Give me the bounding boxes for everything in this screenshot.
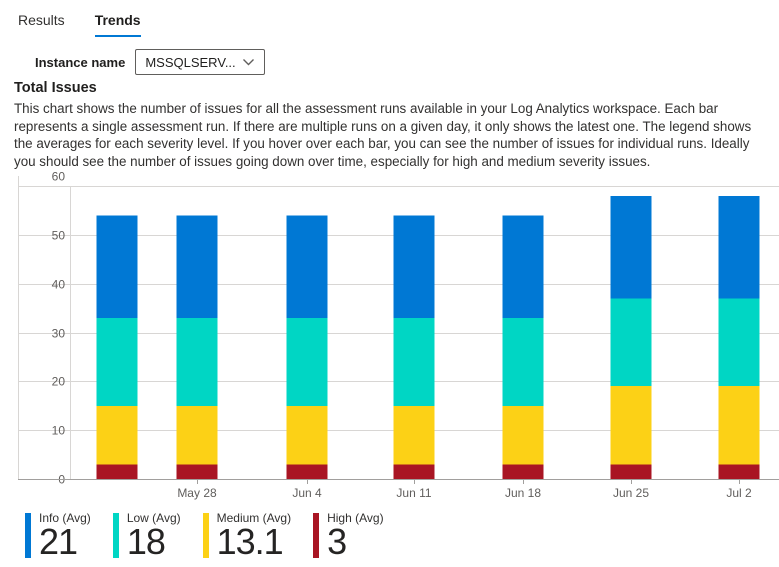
bar-segment-low[interactable] (718, 298, 760, 387)
bar-segment-medium[interactable] (502, 406, 544, 465)
bar-segment-info[interactable] (96, 215, 138, 319)
bar-segment-high[interactable] (286, 464, 328, 480)
bar-segment-high[interactable] (176, 464, 218, 480)
x-axis-tick-label: Jun 18 (505, 486, 541, 500)
legend-item-info: Info (Avg) 21 (25, 511, 91, 563)
bar-segment-info[interactable] (393, 215, 435, 319)
x-axis-tick-label: Jun 25 (613, 486, 649, 500)
legend-swatch-info (25, 513, 31, 559)
instance-filter-row: Instance name MSSQLSERV... (35, 49, 779, 75)
y-axis-tick-label: 40 (52, 278, 66, 292)
chart-description: This chart shows the number of issues fo… (14, 101, 752, 169)
bar-segment-high[interactable] (393, 464, 435, 480)
bar-segment-high[interactable] (96, 464, 138, 480)
bar-segment-medium[interactable] (286, 406, 328, 465)
x-axis-tick-label: Jun 4 (292, 486, 322, 500)
bar-segment-high[interactable] (502, 464, 544, 480)
bar-segment-info[interactable] (610, 196, 652, 299)
x-axis-tick-label: Jul 2 (726, 486, 752, 500)
legend-swatch-medium (202, 513, 209, 559)
legend-label: Info (Avg) (39, 511, 91, 526)
y-axis-tick-label: 20 (52, 375, 66, 389)
legend-value: 3 (327, 521, 347, 563)
y-axis-tick-label: 30 (52, 327, 66, 341)
instance-dropdown-value: MSSQLSERV... (145, 54, 236, 70)
chart-legend: Info (Avg) 21 Low (Avg) 18 Medium (Avg) … (25, 511, 779, 563)
x-axis-tick-label: May 28 (177, 486, 217, 500)
bar-segment-medium[interactable] (176, 406, 218, 465)
bar-segment-info[interactable] (718, 196, 760, 299)
y-axis-tick-label: 10 (52, 424, 66, 438)
bar-segment-medium[interactable] (718, 386, 760, 465)
bar-segment-info[interactable] (502, 215, 544, 319)
bar-segment-low[interactable] (176, 318, 218, 407)
legend-swatch-high (313, 513, 320, 559)
tab-results[interactable]: Results (18, 12, 65, 28)
y-axis-tick-label: 60 (52, 170, 66, 184)
bar-segment-high[interactable] (610, 464, 652, 480)
legend-item-medium: Medium (Avg) 13.1 (202, 511, 292, 563)
bar-segment-info[interactable] (176, 215, 218, 319)
bar-segment-low[interactable] (286, 318, 328, 407)
bar-segment-low[interactable] (610, 298, 652, 387)
chart-title: Total Issues (14, 80, 97, 96)
total-issues-chart: 0 10 20 30 40 50 60 May 28 Jun 4 Jun 11 Jun 18 Jun … (0, 170, 779, 508)
legend-value: 21 (39, 521, 78, 563)
x-axis-tick-label: Jun 11 (396, 486, 431, 500)
bar-segment-info[interactable] (286, 215, 328, 319)
legend-item-high: High (Avg) 3 (313, 511, 384, 563)
legend-value: 13.1 (216, 521, 284, 563)
bar-segment-medium[interactable] (96, 406, 138, 465)
legend-label: Low (Avg) (126, 511, 181, 526)
legend-item-low: Low (Avg) 18 (112, 511, 181, 563)
instance-name-label: Instance name (35, 54, 126, 70)
bar-segment-low[interactable] (96, 318, 138, 407)
bar-segment-medium[interactable] (393, 406, 435, 465)
chevron-down-icon (242, 58, 255, 67)
legend-label: High (Avg) (327, 511, 384, 526)
legend-label: Medium (Avg) (216, 511, 292, 526)
legend-value: 18 (126, 521, 166, 563)
legend-swatch-low (112, 513, 119, 559)
tab-bar: Results Trends (0, 0, 779, 37)
y-axis-tick-label: 50 (52, 229, 66, 243)
bar-segment-medium[interactable] (610, 386, 652, 465)
instance-dropdown[interactable]: MSSQLSERV... (135, 49, 266, 75)
bar-segment-low[interactable] (393, 318, 435, 407)
bar-segment-high[interactable] (718, 464, 760, 480)
tab-trends[interactable]: Trends (94, 12, 141, 37)
bar-segment-low[interactable] (502, 318, 544, 407)
